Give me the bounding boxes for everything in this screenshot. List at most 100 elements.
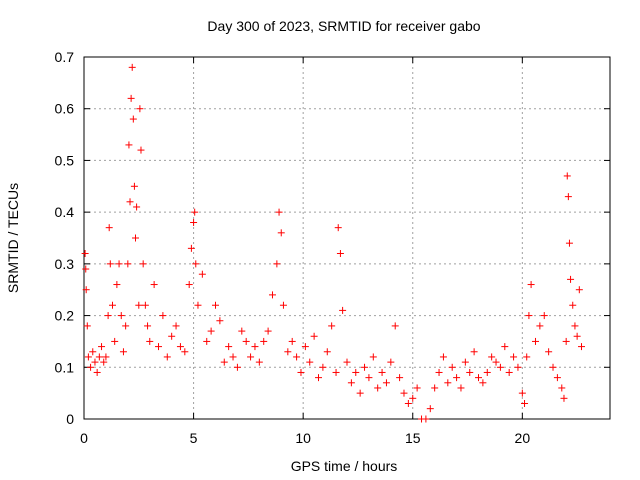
- data-point: [297, 368, 305, 376]
- data-point: [111, 337, 119, 345]
- data-point: [553, 374, 561, 382]
- y-tick-label: 0.4: [55, 204, 75, 220]
- y-tick-label: 0.7: [55, 49, 75, 65]
- data-point: [578, 343, 586, 351]
- y-tick-label: 0.5: [55, 152, 75, 168]
- data-point: [361, 363, 369, 371]
- data-point: [310, 332, 318, 340]
- tick-layer: 0 0.1 0.2 0.3 0.4 0.5 0.6 0.7 0 5 10 15 20: [55, 49, 610, 446]
- data-point: [275, 208, 283, 216]
- data-point: [400, 389, 408, 397]
- data-point: [492, 358, 500, 366]
- data-point: [102, 353, 110, 361]
- data-point: [347, 379, 355, 387]
- data-point: [334, 224, 342, 232]
- data-point: [91, 358, 99, 366]
- y-axis-label: SRMTID / TECUs: [5, 183, 21, 293]
- data-point: [81, 250, 89, 258]
- data-point: [247, 353, 255, 361]
- data-point: [323, 348, 331, 356]
- data-point: [575, 286, 583, 294]
- data-point: [100, 358, 108, 366]
- data-point: [435, 368, 443, 376]
- data-point: [127, 94, 135, 102]
- data-point: [531, 337, 539, 345]
- data-point: [207, 327, 215, 335]
- data-point: [172, 322, 180, 330]
- data-point: [426, 405, 434, 413]
- y-tick-label: 0.2: [55, 308, 75, 324]
- data-point: [444, 379, 452, 387]
- data-point: [251, 343, 259, 351]
- data-point: [130, 182, 138, 190]
- data-point: [315, 374, 323, 382]
- data-point: [549, 363, 557, 371]
- data-point: [87, 363, 95, 371]
- data-point: [284, 348, 292, 356]
- data-point: [319, 363, 327, 371]
- data-point: [562, 337, 570, 345]
- data-point: [268, 291, 276, 299]
- x-tick-label: 20: [515, 430, 531, 446]
- data-point: [146, 337, 154, 345]
- data-point: [564, 193, 572, 201]
- data-point: [150, 281, 158, 289]
- data-point: [293, 353, 301, 361]
- data-point: [106, 260, 114, 268]
- x-tick-label: 0: [80, 430, 88, 446]
- data-point: [137, 146, 145, 154]
- data-point: [113, 281, 121, 289]
- data-point: [187, 244, 195, 252]
- data-point: [563, 172, 571, 180]
- data-point: [527, 281, 535, 289]
- data-point: [573, 332, 581, 340]
- data-point: [176, 343, 184, 351]
- data-point: [352, 368, 360, 376]
- data-point: [391, 322, 399, 330]
- data-point: [505, 368, 513, 376]
- data-point: [488, 353, 496, 361]
- data-point: [185, 281, 193, 289]
- data-point: [545, 348, 553, 356]
- data-point: [168, 332, 176, 340]
- data-point: [514, 363, 522, 371]
- data-point: [125, 141, 133, 149]
- data-point: [510, 353, 518, 361]
- data-point: [128, 63, 136, 71]
- data-point: [413, 384, 421, 392]
- data-point: [328, 322, 336, 330]
- data-point: [422, 415, 430, 423]
- data-point: [242, 337, 250, 345]
- data-point: [255, 358, 263, 366]
- data-point: [124, 260, 132, 268]
- data-point: [133, 203, 141, 211]
- data-point: [108, 301, 116, 309]
- data-point: [475, 374, 482, 382]
- data-point: [141, 301, 149, 309]
- data-point: [233, 363, 241, 371]
- data-point: [212, 301, 219, 309]
- data-point: [571, 322, 579, 330]
- data-point: [336, 250, 344, 258]
- grid-layer: [84, 57, 610, 419]
- data-point: [225, 343, 233, 351]
- y-tick-label: 0.3: [55, 256, 75, 272]
- data-point: [105, 224, 113, 232]
- data-point: [466, 368, 474, 376]
- plot-frame: [83, 56, 611, 420]
- data-point: [98, 343, 106, 351]
- data-point: [448, 363, 456, 371]
- data-point: [122, 322, 130, 330]
- data-point: [409, 394, 417, 402]
- data-point: [119, 348, 127, 356]
- data-point: [536, 322, 544, 330]
- data-point: [229, 353, 237, 361]
- data-point: [540, 312, 548, 320]
- data-point: [83, 322, 91, 330]
- data-point: [461, 358, 469, 366]
- y-tick-label: 0.1: [55, 359, 75, 375]
- data-point: [567, 275, 575, 283]
- data-point: [343, 358, 351, 366]
- data-point: [203, 337, 211, 345]
